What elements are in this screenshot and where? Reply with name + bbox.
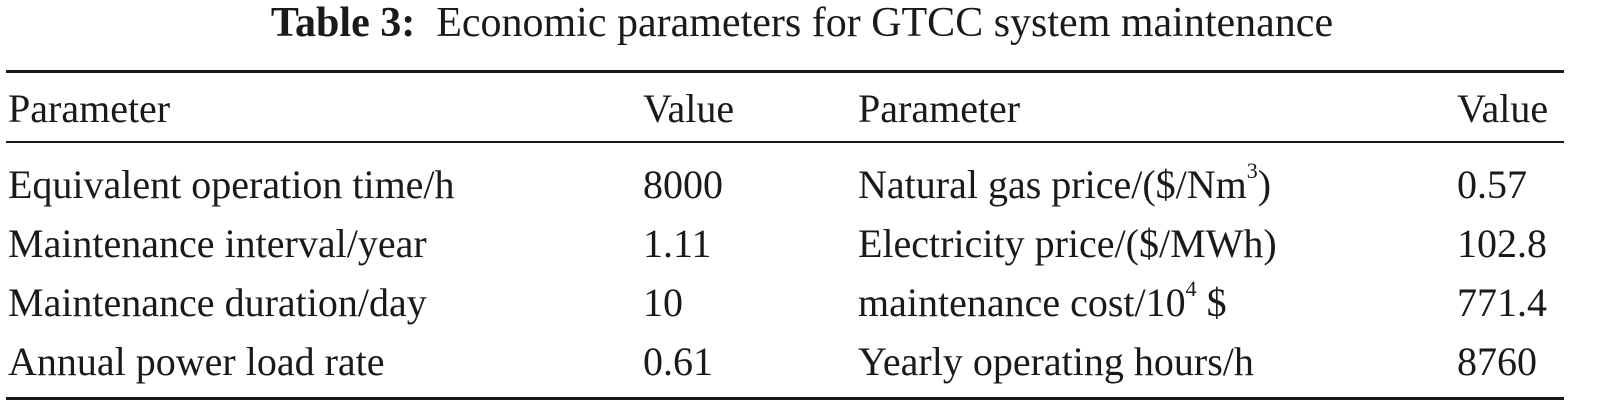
top-rule (6, 70, 1564, 73)
table-caption: Table 3: Economic parameters for GTCC sy… (0, 0, 1604, 58)
row-3-right-value: 771.4 (1457, 280, 1547, 325)
bottom-rule (6, 397, 1564, 400)
row-1-right-parameter-text: Natural gas price/($/Nm (858, 162, 1247, 207)
row-1-right-parameter: Natural gas price/($/Nm3) (858, 160, 1272, 208)
row-3-left-parameter: Maintenance duration/day (8, 280, 427, 325)
row-2-right-parameter: Electricity price/($/MWh) (858, 221, 1277, 267)
row-2-left-parameter: Maintenance interval/year (8, 221, 427, 266)
header-value-right: Value (1457, 86, 1549, 131)
row-3-left-value: 10 (643, 280, 683, 325)
row-3-right-parameter-text: maintenance cost/10 (858, 280, 1186, 325)
header-parameter-left: Parameter (8, 86, 171, 131)
row-1-right-parameter-suffix: ) (1257, 162, 1272, 207)
row-2-left-value: 1.11 (643, 221, 712, 266)
row-4-right-parameter-text: Yearly operating hours/h (858, 339, 1254, 384)
row-4-right-value: 8760 (1457, 339, 1537, 384)
header-rule (6, 141, 1564, 143)
row-1-right-parameter-superscript: 3 (1246, 158, 1258, 184)
row-4-right-parameter: Yearly operating hours/h (858, 339, 1254, 385)
table-label: Table 3: (270, 0, 416, 46)
header-parameter-right: Parameter (858, 86, 1021, 131)
row-4-left-parameter: Annual power load rate (8, 339, 385, 384)
row-2-right-parameter-text: Electricity price/($/MWh) (858, 221, 1277, 266)
row-3-right-parameter-suffix: $ (1196, 280, 1227, 325)
row-4-left-value: 0.61 (643, 339, 713, 384)
row-1-left-value: 8000 (643, 162, 723, 207)
row-3-right-parameter: maintenance cost/104 $ (858, 278, 1227, 326)
header-value-left: Value (643, 86, 735, 131)
row-1-left-parameter: Equivalent operation time/h (8, 162, 455, 207)
row-1-right-value: 0.57 (1457, 162, 1527, 207)
table-title: Economic parameters for GTCC system main… (436, 0, 1334, 46)
row-3-right-parameter-superscript: 4 (1185, 276, 1197, 302)
row-2-right-value: 102.8 (1457, 221, 1547, 266)
